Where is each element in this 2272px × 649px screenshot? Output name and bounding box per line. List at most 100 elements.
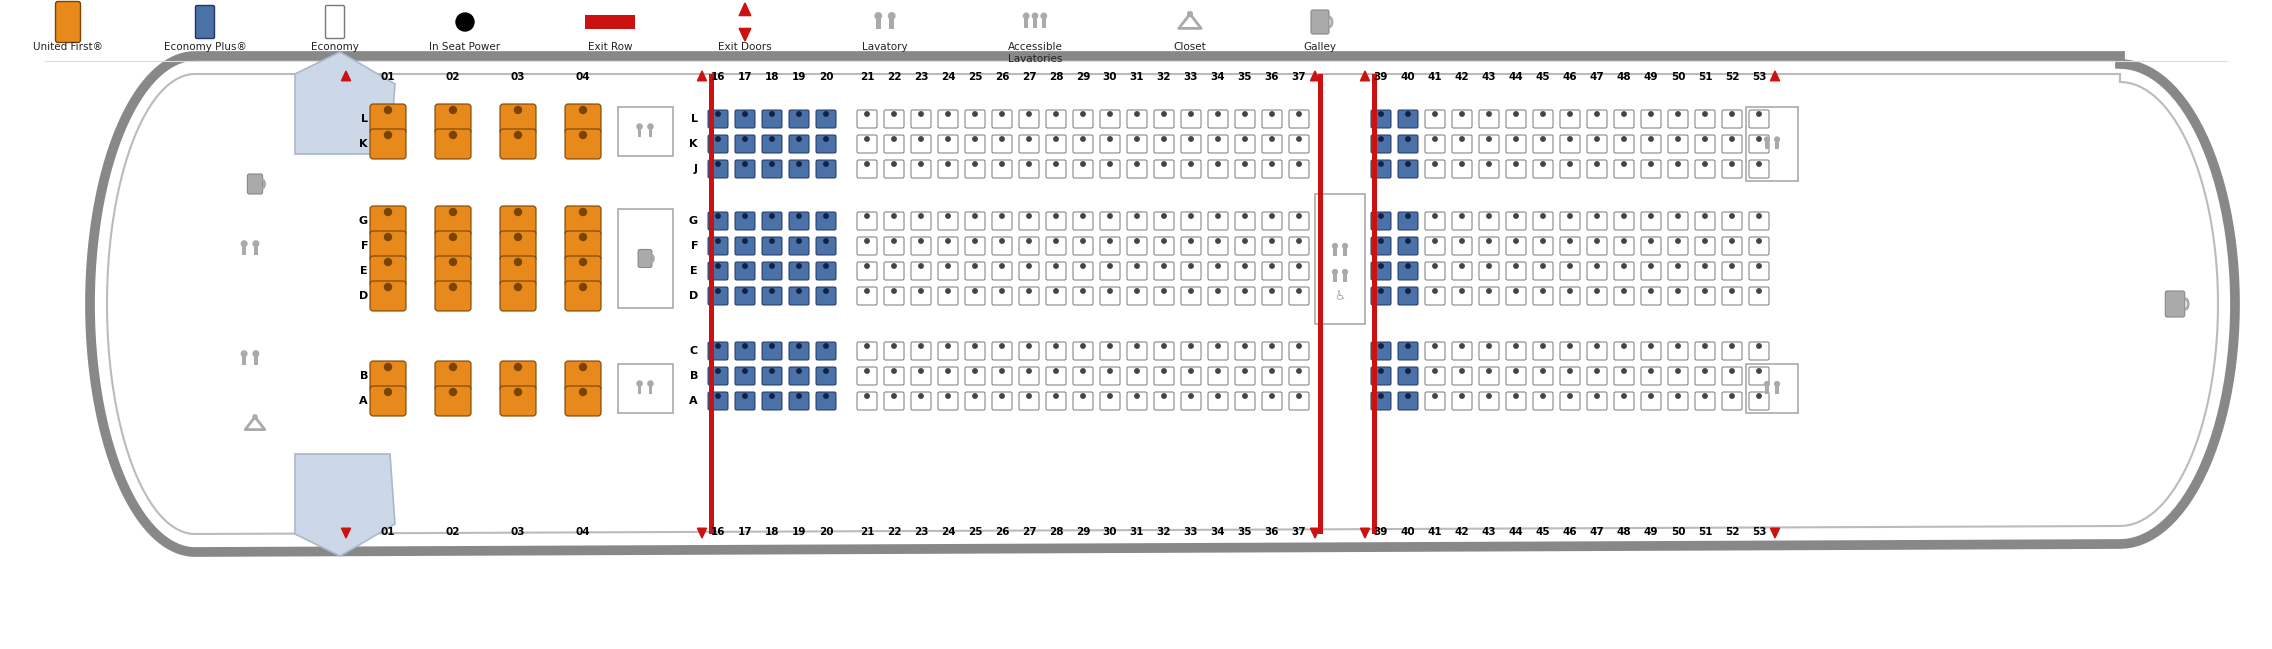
FancyBboxPatch shape [1397,110,1418,128]
Text: C: C [691,346,698,356]
Circle shape [1109,112,1113,116]
FancyBboxPatch shape [195,5,214,38]
Circle shape [1513,344,1518,349]
FancyBboxPatch shape [1288,237,1309,255]
Text: 36: 36 [1266,527,1279,537]
FancyBboxPatch shape [1479,262,1500,280]
Circle shape [1243,263,1247,268]
FancyBboxPatch shape [1534,135,1554,153]
FancyBboxPatch shape [788,262,809,280]
FancyBboxPatch shape [1397,342,1418,360]
FancyBboxPatch shape [709,135,727,153]
FancyBboxPatch shape [1613,135,1634,153]
Circle shape [1081,112,1086,116]
Circle shape [893,239,895,243]
Circle shape [1765,137,1770,142]
Circle shape [1000,344,1004,349]
FancyBboxPatch shape [370,231,407,261]
Text: 23: 23 [913,527,929,537]
Bar [1334,273,1336,282]
FancyBboxPatch shape [1506,367,1527,385]
FancyBboxPatch shape [500,256,536,286]
Circle shape [1461,239,1463,243]
FancyBboxPatch shape [1749,367,1770,385]
Circle shape [1054,289,1059,293]
FancyBboxPatch shape [1479,367,1500,385]
FancyBboxPatch shape [1181,262,1202,280]
FancyBboxPatch shape [1613,342,1634,360]
Text: 28: 28 [1050,72,1063,82]
Bar [1343,273,1347,282]
Circle shape [1702,239,1706,243]
FancyBboxPatch shape [1154,392,1175,410]
FancyBboxPatch shape [1479,212,1500,230]
Text: Exit Row: Exit Row [588,42,632,52]
Circle shape [716,369,720,373]
Polygon shape [1361,528,1370,538]
FancyBboxPatch shape [1668,212,1688,230]
FancyBboxPatch shape [1452,212,1472,230]
Circle shape [866,112,870,116]
Circle shape [1756,112,1761,116]
FancyBboxPatch shape [1045,287,1066,305]
FancyBboxPatch shape [911,287,932,305]
FancyBboxPatch shape [1506,287,1527,305]
Circle shape [1677,289,1681,293]
FancyBboxPatch shape [1722,287,1743,305]
Circle shape [972,214,977,218]
Circle shape [1622,112,1627,116]
Circle shape [1513,394,1518,398]
Circle shape [513,208,523,215]
FancyBboxPatch shape [911,367,932,385]
Circle shape [770,137,775,141]
Text: Lavatory: Lavatory [861,42,909,52]
Circle shape [893,137,895,141]
Circle shape [1756,344,1761,349]
Text: 19: 19 [793,527,807,537]
FancyBboxPatch shape [816,287,836,305]
FancyBboxPatch shape [1749,287,1770,305]
Circle shape [1677,394,1681,398]
FancyBboxPatch shape [1425,160,1445,178]
Circle shape [1649,369,1654,373]
FancyBboxPatch shape [1020,212,1038,230]
FancyBboxPatch shape [370,256,407,286]
FancyBboxPatch shape [1370,160,1390,178]
FancyBboxPatch shape [1154,237,1175,255]
Circle shape [918,369,922,373]
Circle shape [918,263,922,268]
Circle shape [1756,162,1761,166]
Circle shape [579,106,586,114]
FancyBboxPatch shape [1261,135,1281,153]
FancyBboxPatch shape [709,237,727,255]
Text: 40: 40 [1400,527,1415,537]
Circle shape [1677,112,1681,116]
FancyBboxPatch shape [816,392,836,410]
FancyBboxPatch shape [911,135,932,153]
FancyBboxPatch shape [1668,342,1688,360]
Circle shape [513,258,523,265]
FancyBboxPatch shape [1506,110,1527,128]
FancyBboxPatch shape [1397,392,1418,410]
Bar [1025,16,1029,28]
Circle shape [648,124,652,129]
Polygon shape [1770,528,1779,538]
FancyBboxPatch shape [709,160,727,178]
Circle shape [743,394,747,398]
Circle shape [1297,239,1302,243]
FancyBboxPatch shape [1640,262,1661,280]
Circle shape [1081,239,1086,243]
Circle shape [1622,263,1627,268]
Circle shape [1243,162,1247,166]
FancyBboxPatch shape [788,392,809,410]
Circle shape [1188,12,1193,16]
FancyBboxPatch shape [1072,342,1093,360]
Polygon shape [295,52,395,154]
Circle shape [1622,162,1627,166]
Text: 39: 39 [1375,527,1388,537]
Text: 18: 18 [766,527,779,537]
Circle shape [1486,137,1490,141]
FancyBboxPatch shape [1154,212,1175,230]
Circle shape [384,106,391,114]
Circle shape [241,241,248,247]
